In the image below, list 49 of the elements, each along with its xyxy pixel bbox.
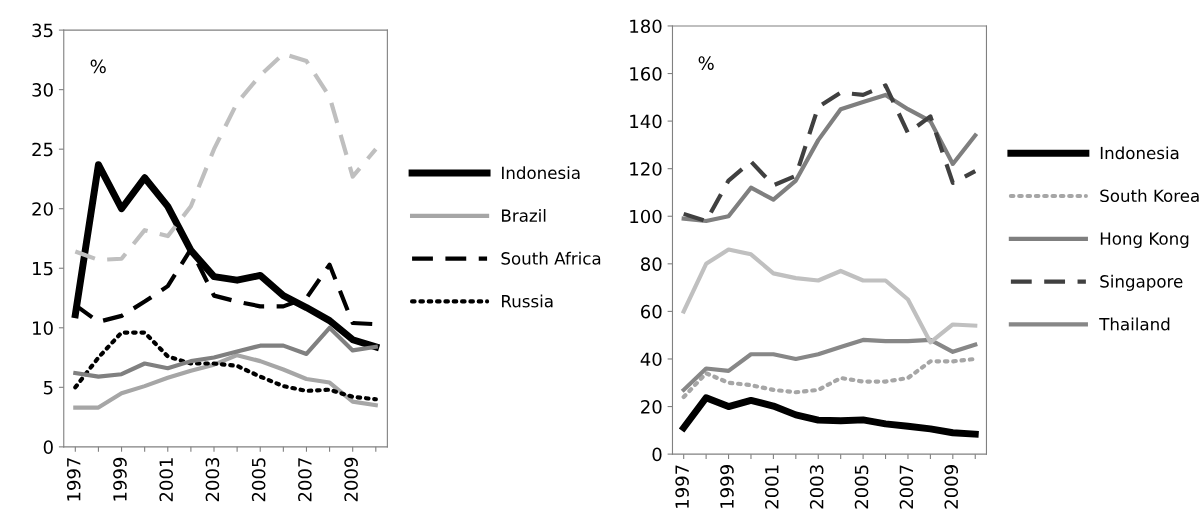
y-tick-label: 140: [630, 114, 662, 129]
x-tick-label: 2009: [944, 465, 959, 509]
annotation: %: [90, 59, 106, 74]
x-tick-label: 2001: [159, 458, 174, 502]
y-tick-label: 20: [32, 202, 53, 216]
x-tick-label: 2009: [344, 457, 358, 502]
y-tick-label: 5: [43, 381, 53, 395]
y-tick-label: 160: [630, 66, 662, 81]
y-tick-label: 20: [641, 400, 662, 414]
y-tick-label: 180: [630, 19, 662, 34]
y-tick-label: 15: [33, 261, 53, 276]
line-series: [73, 51, 378, 262]
x-tick-label: 2001: [764, 465, 779, 509]
y-tick-label: 25: [32, 142, 53, 157]
line-series: [681, 247, 978, 345]
legend-label: South Africa: [501, 251, 601, 265]
y-tick-label: 0: [43, 440, 53, 454]
x-tick-label: 2007: [899, 465, 914, 509]
y-tick-label: 100: [630, 209, 662, 224]
x-tick-label: 1997: [66, 458, 81, 501]
y-tick-label: 10: [33, 321, 53, 335]
x-tick-label: 1999: [113, 457, 127, 501]
line-series: [73, 330, 378, 402]
y-tick-label: 30: [32, 83, 53, 97]
y-tick-label: 80: [641, 257, 662, 271]
line-series: [73, 353, 378, 410]
legend-label: Hong Kong: [1100, 232, 1189, 249]
annotation: %: [698, 56, 714, 70]
y-tick-label: 40: [640, 352, 662, 367]
legend-label: South Korea: [1100, 189, 1199, 203]
line-series: [73, 325, 378, 379]
legend-label: Indonesia: [1100, 146, 1179, 160]
legend-label: Brazil: [502, 209, 546, 222]
x-tick-label: 2005: [854, 465, 869, 509]
y-tick-label: 120: [630, 162, 662, 176]
legend-label: Indonesia: [502, 166, 580, 180]
legend-label: Thailand: [1099, 317, 1170, 331]
x-tick-label: 2007: [298, 458, 312, 502]
x-tick-label: 2005: [251, 458, 266, 502]
x-tick-label: 2003: [205, 458, 220, 502]
y-tick-label: 35: [32, 23, 53, 38]
y-tick-label: 60: [641, 304, 662, 319]
y-tick-label: 0: [652, 447, 662, 462]
x-tick-label: 2003: [809, 465, 824, 509]
legend-label: Russia: [502, 294, 553, 308]
legend-label: Singapore: [1100, 274, 1183, 291]
line-series: [681, 337, 978, 392]
x-tick-label: 1999: [720, 465, 734, 508]
x-tick-label: 1997: [675, 465, 689, 508]
